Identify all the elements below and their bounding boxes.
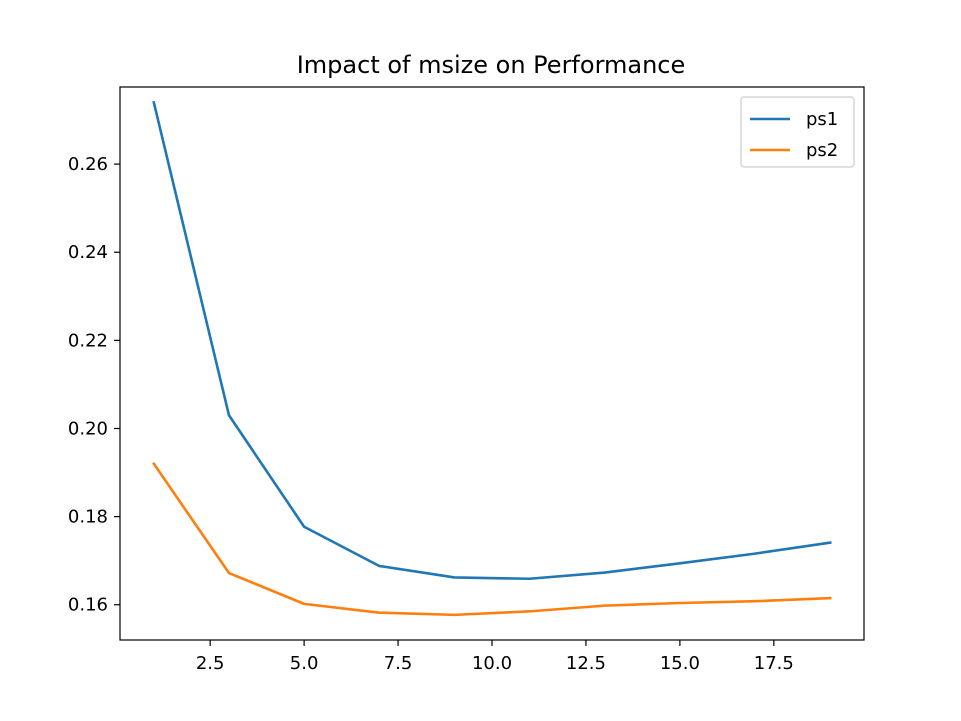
x-tick-label: 12.5 [566,653,606,674]
x-tick-label: 5.0 [290,653,319,674]
y-tick-label: 0.24 [68,242,108,263]
chart-title: Impact of msize on Performance [297,51,686,79]
x-tick-label: 2.5 [196,653,225,674]
y-tick-label: 0.18 [68,507,108,528]
legend-label-ps2: ps2 [806,140,838,161]
series-line-ps1 [152,100,832,581]
y-tick-label: 0.20 [68,418,108,439]
series-line-ps2 [152,461,832,617]
legend-label-ps1: ps1 [806,109,838,130]
y-axis: 0.16 0.18 0.20 0.22 0.24 0.26 [68,154,120,616]
x-axis: 2.5 5.0 7.5 10.0 12.5 15.0 17.5 [196,640,794,674]
x-tick-label: 10.0 [472,653,512,674]
y-tick-label: 0.16 [68,595,108,616]
series-layer [152,100,832,617]
y-tick-label: 0.22 [68,330,108,351]
x-tick-label: 17.5 [754,653,794,674]
x-tick-label: 7.5 [384,653,413,674]
y-tick-label: 0.26 [68,154,108,175]
x-tick-label: 15.0 [660,653,700,674]
